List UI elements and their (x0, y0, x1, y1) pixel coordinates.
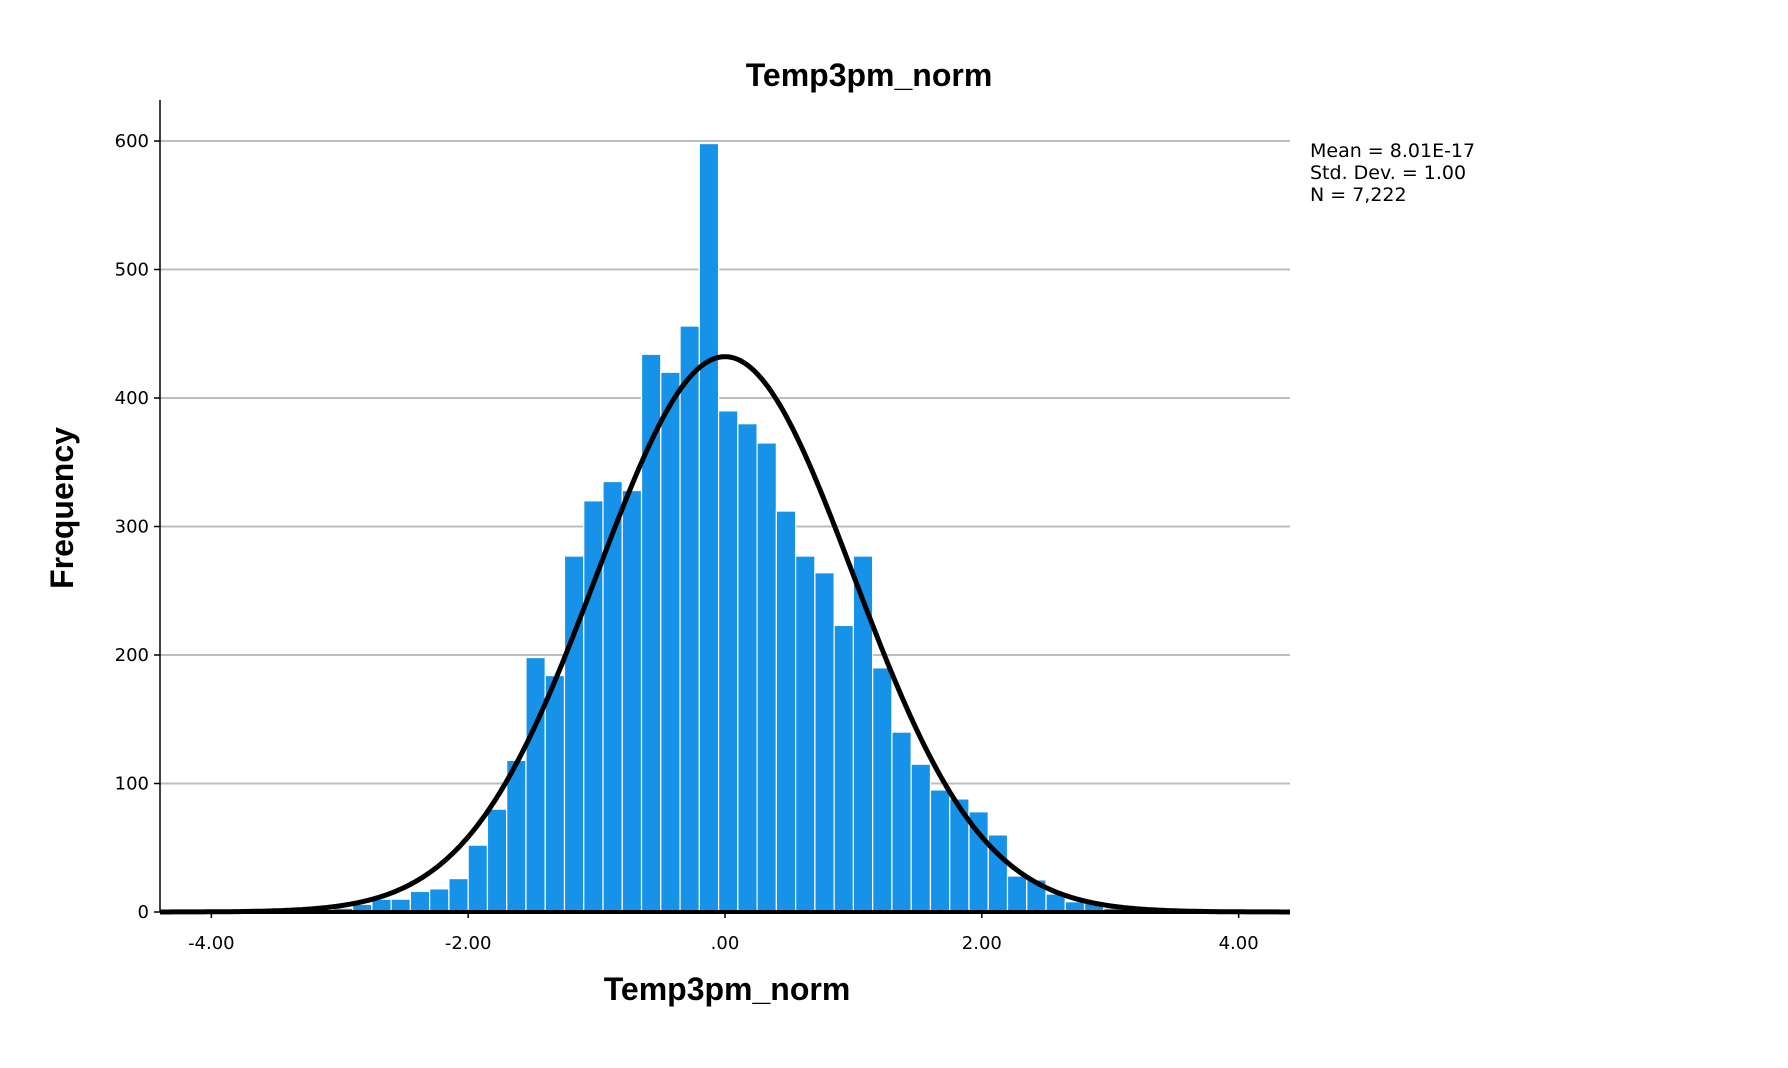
x-tick-label: -2.00 (445, 933, 492, 954)
bar (910, 763, 932, 913)
bar (429, 888, 450, 913)
bar (852, 555, 874, 913)
stat-n: N = 7,222 (1310, 184, 1407, 206)
normal-curve (160, 354, 1290, 915)
bar (891, 731, 912, 913)
histogram-bars (332, 142, 1124, 913)
bar (409, 890, 431, 913)
bar (506, 759, 527, 913)
bar (448, 877, 469, 913)
bar (621, 489, 643, 913)
y-tick-label: 200 (115, 645, 149, 666)
bar (872, 667, 893, 913)
stat-mean: Mean = 8.01E-17 (1310, 140, 1475, 162)
bar (737, 423, 758, 913)
y-tick-label: 0 (138, 902, 149, 923)
bar (833, 624, 855, 913)
y-axis-label: Frequency (44, 427, 80, 589)
y-tick-label: 400 (115, 388, 149, 409)
bar (698, 142, 720, 913)
bar (679, 325, 700, 913)
bar (467, 844, 489, 913)
x-axis-ticks: -4.00 -2.00 .00 2.00 4.00 (188, 912, 1259, 954)
bar (756, 442, 777, 913)
bar (717, 410, 739, 913)
bar (795, 555, 816, 913)
x-tick-label: 2.00 (962, 933, 1002, 954)
bar (525, 656, 546, 913)
x-axis-label: Temp3pm_norm (604, 971, 851, 1007)
bar (814, 572, 835, 913)
y-axis-ticks: 0 100 200 300 400 500 600 (115, 131, 160, 923)
bar (544, 674, 566, 913)
x-tick-label: -4.00 (188, 933, 235, 954)
bar (929, 789, 951, 913)
chart-title: Temp3pm_norm (746, 57, 993, 93)
y-tick-label: 100 (115, 774, 149, 795)
bar (660, 371, 681, 913)
stat-std-dev: Std. Dev. = 1.00 (1310, 162, 1466, 184)
bar (486, 808, 508, 913)
stats-box: Mean = 8.01E-17 Std. Dev. = 1.00 N = 7,2… (1310, 140, 1475, 206)
x-tick-label: .00 (711, 933, 740, 954)
y-tick-label: 600 (115, 131, 149, 152)
bar (775, 510, 797, 913)
y-tick-label: 500 (115, 260, 149, 281)
bar (1006, 875, 1028, 913)
x-tick-label: 4.00 (1219, 933, 1259, 954)
y-tick-label: 300 (115, 517, 149, 538)
